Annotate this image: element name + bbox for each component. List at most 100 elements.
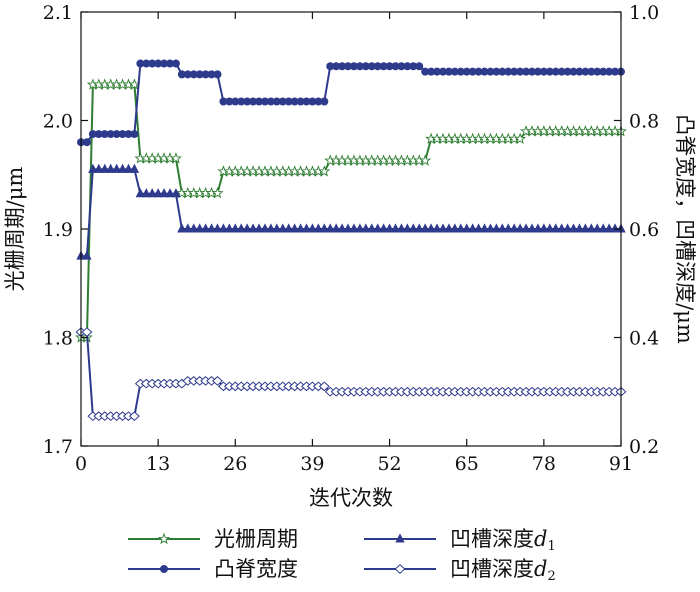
axes: 0 13 26 39 52 65 78 91 1.7 1.8 1.9 2.0 2.1 0.2 0.4 0.6 0… [43, 2, 659, 475]
data-point [313, 223, 324, 233]
x-tick-label: 78 [532, 453, 556, 475]
data-point [319, 223, 329, 233]
data-point [521, 223, 531, 233]
data-point [135, 188, 146, 198]
data-point [248, 223, 258, 233]
data-point [497, 223, 508, 233]
legend-marker [395, 533, 405, 543]
x-tick-label: 65 [455, 453, 479, 475]
y-right-tick-label: 1.0 [629, 2, 659, 24]
data-point [533, 223, 543, 233]
data-point [177, 223, 187, 233]
data-point [503, 223, 513, 233]
data-point [408, 223, 418, 233]
x-tick-label: 0 [75, 453, 87, 475]
legend-marker [394, 564, 406, 574]
data-point [153, 188, 163, 198]
data-point [81, 327, 93, 337]
y-axis-title-right: 凸脊宽度，凹槽深度/μm [673, 114, 697, 344]
data-point [580, 223, 591, 233]
data-point [230, 223, 240, 233]
x-tick-label: 39 [300, 453, 324, 475]
data-point [272, 223, 282, 233]
data-point [419, 154, 432, 166]
data-point [129, 163, 140, 173]
series-1 [75, 78, 627, 343]
data-point [171, 188, 181, 198]
y-left-tick-label: 1.8 [43, 328, 73, 350]
x-tick-label: 52 [377, 453, 401, 475]
data-point [337, 223, 347, 233]
y-axis-title-left: 光栅周期/μm [3, 167, 27, 292]
data-point [224, 223, 235, 233]
data-point [165, 188, 175, 198]
data-point [100, 163, 110, 173]
data-point [610, 223, 620, 233]
data-point [444, 223, 454, 233]
data-point [331, 223, 341, 233]
data-point [574, 223, 585, 233]
data-point [183, 223, 193, 233]
data-point [390, 223, 401, 233]
data-point [169, 152, 182, 164]
data-point [384, 223, 395, 233]
data-point [260, 223, 270, 233]
data-point [473, 223, 484, 233]
data-point [485, 223, 496, 233]
data-point [479, 223, 490, 233]
data-point [236, 223, 246, 233]
data-point [94, 163, 104, 173]
data-point [402, 223, 413, 233]
legend-item: 凹槽深度d1 [364, 527, 556, 554]
data-point [349, 223, 359, 233]
series-line [81, 83, 621, 339]
data-point [586, 223, 597, 233]
data-point [556, 223, 567, 233]
data-point [598, 223, 608, 233]
data-point [539, 223, 549, 233]
data-point [515, 223, 525, 233]
data-point [420, 223, 430, 233]
x-tick-label: 13 [146, 453, 170, 475]
data-point [218, 223, 229, 233]
data-point [206, 223, 217, 233]
series-line [81, 331, 621, 418]
data-point [194, 223, 205, 233]
y-right-tick-label: 0.8 [629, 111, 659, 133]
series-line [81, 168, 621, 258]
data-point [551, 223, 561, 233]
data-point [450, 223, 460, 233]
y-right-tick-label: 0.6 [629, 219, 659, 241]
series-2 [77, 59, 626, 147]
data-point [141, 188, 151, 198]
data-point [289, 223, 300, 233]
data-point [592, 223, 602, 233]
data-point [284, 223, 294, 233]
data-point [105, 163, 116, 173]
data-point [604, 223, 614, 233]
data-point [147, 188, 157, 198]
data-point [514, 132, 527, 145]
plot-marks [75, 59, 627, 422]
data-point [82, 250, 92, 260]
data-point [426, 223, 436, 233]
data-point [361, 223, 371, 233]
data-point [562, 223, 573, 233]
data-point [200, 223, 211, 233]
data-point [373, 223, 383, 233]
y-left-tick-label: 1.9 [43, 219, 73, 241]
legend-label: 光栅周期 [214, 527, 298, 551]
series-4 [75, 327, 627, 422]
data-point [355, 223, 365, 233]
legend-item: 凸脊宽度 [128, 557, 298, 581]
data-point [325, 223, 335, 233]
data-point [367, 223, 377, 233]
legend-marker [159, 565, 168, 574]
data-point [491, 223, 502, 233]
y-right-tick-label: 0.2 [629, 436, 659, 458]
data-point [213, 70, 222, 79]
data-point [242, 223, 252, 233]
data-point [432, 223, 442, 233]
